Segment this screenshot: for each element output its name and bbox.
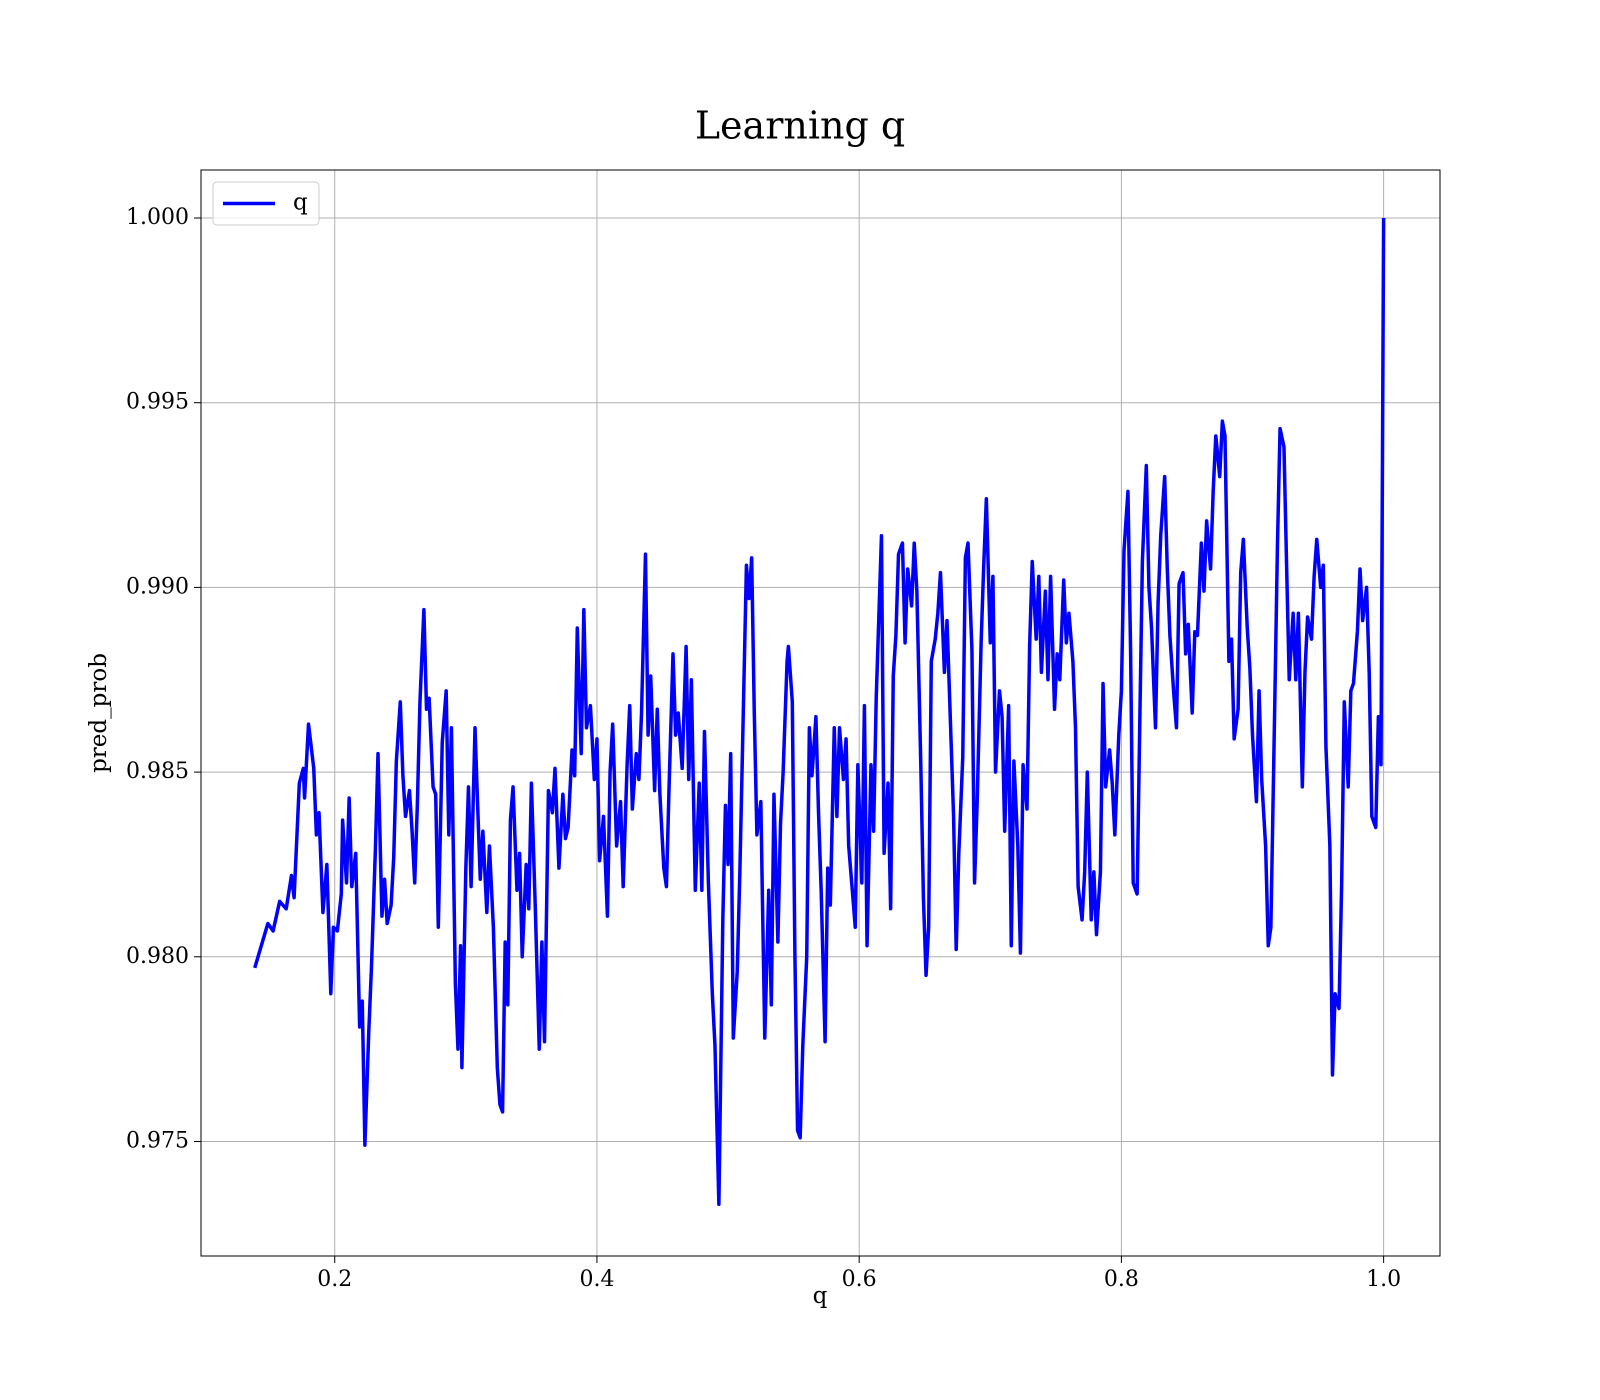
x-tick-label: 0.8 <box>1104 1267 1139 1292</box>
x-tick-label: 0.4 <box>579 1267 614 1292</box>
y-tick-label: 1.000 <box>126 205 189 230</box>
y-tick-label: 0.975 <box>126 1128 189 1153</box>
x-axis-label: q <box>813 1283 828 1309</box>
data-line <box>253 218 1386 1207</box>
chart-title: Learning q <box>695 104 905 148</box>
plot-frame <box>200 169 1441 1257</box>
legend-label: q <box>293 190 308 216</box>
y-tick-label: 0.980 <box>126 944 189 969</box>
x-tick-label: 0.2 <box>317 1267 352 1292</box>
x-tick-label: 1.0 <box>1366 1267 1401 1292</box>
y-tick-label: 0.985 <box>126 759 189 784</box>
y-axis-label: pred_prob <box>86 653 112 773</box>
y-tick-label: 0.995 <box>126 390 189 415</box>
x-tick-label: 0.6 <box>842 1267 877 1292</box>
y-tick-label: 0.990 <box>126 574 189 599</box>
